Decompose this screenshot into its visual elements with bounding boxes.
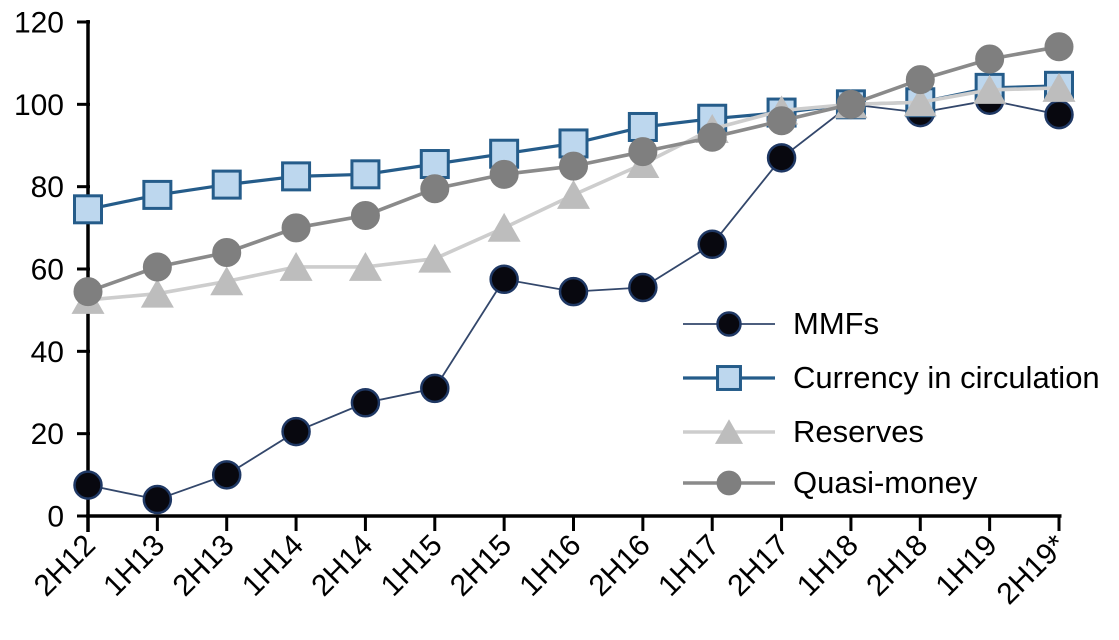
quasi-money-marker bbox=[697, 122, 727, 152]
currency-in-circulation-marker bbox=[489, 138, 520, 169]
quasi-money-marker bbox=[905, 65, 935, 95]
mmfs-marker bbox=[420, 373, 450, 404]
x-tick-label: 2H16 bbox=[583, 529, 657, 603]
legend-label-mmfs: MMFs bbox=[793, 306, 880, 341]
currency-in-circulation-marker bbox=[419, 149, 450, 180]
y-tick-label: 100 bbox=[14, 89, 64, 122]
mmfs-marker bbox=[628, 272, 658, 303]
legend-item-reserves: Reserves bbox=[683, 413, 924, 451]
legend-item-currency-in-circulation: Currency in circulation bbox=[683, 359, 1100, 397]
currency-in-circulation-marker bbox=[281, 161, 312, 192]
currency-in-circulation-marker bbox=[350, 159, 381, 190]
y-tick-label: 20 bbox=[31, 418, 64, 451]
mmfs-marker bbox=[766, 143, 797, 173]
mmfs-marker bbox=[350, 388, 381, 418]
legend-marker-reserves bbox=[683, 419, 775, 444]
x-tick-label: 1H18 bbox=[791, 529, 865, 603]
x-tick-label: 1H13 bbox=[97, 529, 171, 603]
legend-item-mmfs: MMFs bbox=[683, 305, 879, 343]
legend-label-quasi-money: Quasi-money bbox=[793, 465, 978, 500]
reserves-marker bbox=[903, 87, 937, 117]
reserves-marker bbox=[348, 251, 382, 281]
quasi-money-marker bbox=[716, 470, 742, 496]
reserves-marker bbox=[279, 251, 313, 281]
y-tick-label: 40 bbox=[31, 336, 64, 369]
x-tick-label: 2H14 bbox=[305, 529, 379, 603]
quasi-money-marker bbox=[767, 106, 797, 136]
x-tick-label: 2H18 bbox=[860, 529, 934, 603]
quasi-money-marker bbox=[142, 252, 172, 282]
x-tick-label: 2H15 bbox=[444, 529, 518, 603]
legend-marker-mmfs bbox=[683, 311, 775, 337]
mmfs-marker bbox=[281, 416, 311, 447]
x-tick-label: 2H19* bbox=[991, 528, 1074, 611]
quasi-money-marker bbox=[420, 174, 450, 204]
currency-in-circulation-marker bbox=[716, 365, 742, 391]
currency-in-circulation-marker bbox=[73, 194, 103, 225]
quasi-money-marker bbox=[73, 277, 103, 307]
currency-in-circulation-marker bbox=[142, 179, 173, 210]
quasi-money-marker bbox=[1044, 32, 1074, 62]
x-tick-label: 2H17 bbox=[721, 529, 795, 603]
legend-label-currency-in-circulation: Currency in circulation bbox=[793, 360, 1100, 395]
legend-item-quasi-money: Quasi-money bbox=[683, 464, 977, 502]
reserves-marker bbox=[1042, 72, 1076, 102]
reserves-marker bbox=[973, 74, 1007, 104]
legend-sample-marker-group bbox=[716, 470, 742, 496]
reserves-marker bbox=[487, 212, 521, 242]
reserves-marker bbox=[557, 179, 590, 209]
reserves-marker bbox=[210, 266, 244, 296]
legend-label-reserves: Reserves bbox=[793, 414, 924, 449]
legend-sample-marker-group bbox=[716, 365, 742, 391]
quasi-money-marker bbox=[489, 159, 519, 189]
quasi-money-marker bbox=[628, 137, 658, 167]
x-tick-label: 1H16 bbox=[513, 529, 587, 603]
mmfs-marker bbox=[73, 470, 103, 500]
reserves-marker bbox=[140, 278, 174, 308]
legend-marker-currency-in-circulation bbox=[683, 365, 775, 391]
mmfs-marker bbox=[716, 311, 742, 337]
x-tick-label: 2H12 bbox=[28, 529, 102, 603]
legend-sample-marker-group bbox=[714, 419, 744, 444]
mmfs-marker bbox=[211, 460, 242, 490]
x-tick-label: 1H14 bbox=[236, 529, 310, 603]
quasi-money-marker bbox=[559, 151, 588, 181]
currency-in-circulation-marker bbox=[211, 169, 242, 200]
series-quasi-money bbox=[73, 32, 1074, 307]
quasi-money-marker bbox=[975, 44, 1005, 74]
quasi-money-marker bbox=[350, 200, 380, 230]
x-tick-label: 2H13 bbox=[167, 529, 241, 603]
reserves-marker bbox=[418, 243, 452, 273]
quasi-money-marker bbox=[281, 213, 311, 243]
mmfs-marker bbox=[558, 276, 589, 307]
x-tick-label: 1H15 bbox=[375, 529, 449, 603]
legend-sample-marker-group bbox=[716, 311, 742, 337]
currency-in-circulation-marker bbox=[627, 111, 658, 142]
reserves-marker bbox=[714, 419, 744, 444]
legend-marker-quasi-money bbox=[683, 470, 775, 496]
mmfs-marker bbox=[489, 264, 519, 295]
y-tick-label: 80 bbox=[31, 171, 64, 204]
x-tick-label: 1H17 bbox=[652, 529, 726, 603]
mmfs-marker bbox=[142, 484, 173, 515]
y-tick-label: 120 bbox=[14, 7, 64, 40]
y-tick-label: 0 bbox=[47, 501, 64, 534]
mmfs-marker bbox=[697, 229, 727, 260]
quasi-money-marker bbox=[212, 238, 242, 268]
x-tick-label: 1H19 bbox=[930, 529, 1004, 603]
mmfs-marker bbox=[1044, 99, 1074, 130]
quasi-money-marker bbox=[836, 89, 866, 119]
y-tick-label: 60 bbox=[31, 254, 64, 287]
